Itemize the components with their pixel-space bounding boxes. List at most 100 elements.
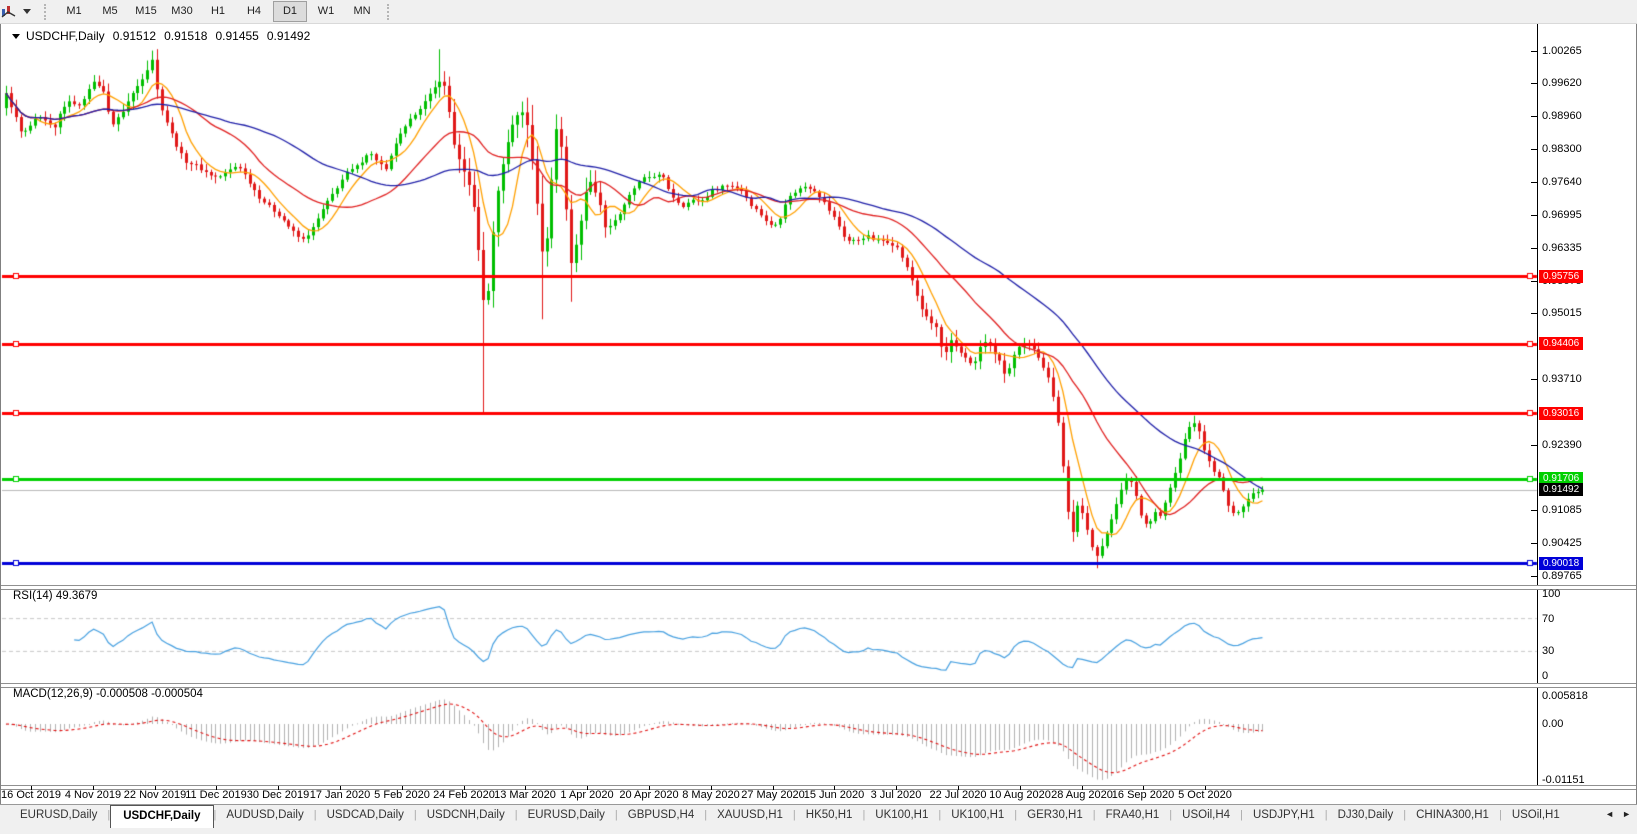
open-value: 0.91512 bbox=[112, 29, 157, 43]
macd-panel-label: MACD(12,26,9) -0.000508 -0.000504 bbox=[13, 688, 203, 700]
high-value: 0.91518 bbox=[164, 29, 208, 43]
date-axis-tick bbox=[155, 786, 156, 790]
macd-signal-value: -0.000504 bbox=[151, 688, 203, 700]
date-axis-label: 17 Jan 2020 bbox=[309, 789, 371, 801]
date-axis-tick bbox=[1082, 786, 1083, 790]
date-axis-tick bbox=[402, 786, 403, 790]
date-axis-label: 1 Apr 2020 bbox=[560, 789, 614, 801]
date-axis-tick bbox=[216, 786, 217, 790]
chart-tool-icon[interactable] bbox=[1, 4, 17, 20]
date-axis-tick bbox=[711, 786, 712, 790]
hline-price-tag[interactable]: 0.94406 bbox=[1539, 337, 1584, 350]
rsi-axis-label: 100 bbox=[1542, 588, 1561, 600]
price-axis-label: 0.90425 bbox=[1542, 537, 1582, 549]
price-axis-tick bbox=[1531, 313, 1537, 314]
date-axis-label: 16 Sep 2020 bbox=[1111, 789, 1175, 801]
macd-label: MACD(12,26,9) bbox=[13, 688, 93, 700]
date-axis-label: 5 Oct 2020 bbox=[1178, 789, 1232, 801]
price-axis-tick bbox=[1531, 510, 1537, 511]
price-axis-line bbox=[1537, 24, 1538, 786]
chart-tab-uk100-h1[interactable]: UK100,H1 bbox=[875, 809, 929, 821]
date-axis-tick bbox=[834, 786, 835, 790]
timeframe-button-m1[interactable]: M1 bbox=[66, 5, 82, 17]
chart-tab-usoil-h1[interactable]: USOil,H1 bbox=[1511, 809, 1560, 821]
chart-tab-audusd-daily[interactable]: AUDUSD,Daily bbox=[226, 809, 304, 821]
date-axis-tick bbox=[1143, 786, 1144, 790]
price-axis-label: 0.99620 bbox=[1542, 77, 1582, 89]
price-axis-label: 0.98300 bbox=[1542, 143, 1582, 155]
tabs-holder: EURUSD,Daily | USDCHF,Daily | AUDUSD,Daily | U… bbox=[10, 805, 1570, 828]
date-axis-label: 22 Jul 2020 bbox=[929, 789, 987, 801]
date-axis-tick bbox=[464, 786, 465, 790]
chart-tab-uk100-h1[interactable]: UK100,H1 bbox=[951, 809, 1005, 821]
tab-scroll-left-icon[interactable]: ◄ bbox=[1605, 809, 1615, 819]
chart-tab-usdcad-daily[interactable]: USDCAD,Daily bbox=[326, 809, 404, 821]
hline-price-tag[interactable]: 0.90018 bbox=[1539, 557, 1584, 570]
chart-tab-usdchf-daily[interactable]: USDCHF,Daily bbox=[110, 805, 214, 828]
timeframe-button-d1[interactable]: D1 bbox=[273, 1, 307, 22]
timeframe-button-h4[interactable]: H4 bbox=[246, 5, 262, 17]
hline-price-tag[interactable]: 0.93016 bbox=[1539, 407, 1584, 420]
date-axis-tick bbox=[93, 786, 94, 790]
date-axis-tick bbox=[649, 786, 650, 790]
timeframe-toolbar: M1 M5 M15 M30 H1 H4 D1 W1 MN bbox=[0, 0, 1637, 24]
rsi-axis-label: 30 bbox=[1542, 645, 1555, 657]
panel-separator[interactable] bbox=[1, 683, 1636, 688]
price-axis-label: 0.93710 bbox=[1542, 373, 1582, 385]
date-axis-label: 13 Mar 2020 bbox=[494, 789, 556, 801]
chart-tab-usdjpy-h1[interactable]: USDJPY,H1 bbox=[1252, 809, 1315, 821]
chart-tab-xauusd-h1[interactable]: XAUUSD,H1 bbox=[717, 809, 783, 821]
price-axis-label: 0.97640 bbox=[1542, 176, 1582, 188]
tab-scroll-right-icon[interactable]: ► bbox=[1622, 809, 1631, 819]
chart-tab-china300-h1[interactable]: CHINA300,H1 bbox=[1416, 809, 1489, 821]
price-axis-label: 0.98960 bbox=[1542, 110, 1582, 122]
collapse-icon[interactable] bbox=[12, 33, 20, 39]
rsi-axis-label: 0 bbox=[1542, 670, 1549, 682]
chart-tab-eurusd-daily[interactable]: EURUSD,Daily bbox=[20, 809, 98, 821]
timeframe-button-m5[interactable]: M5 bbox=[102, 5, 118, 17]
date-axis-tick bbox=[896, 786, 897, 790]
chart-tab-dj30-daily[interactable]: DJ30,Daily bbox=[1337, 809, 1394, 821]
date-axis-label: 16 Oct 2019 bbox=[1, 789, 61, 801]
date-axis-tick bbox=[525, 786, 526, 790]
date-axis-tick bbox=[1020, 786, 1021, 790]
current-price-tag: 0.91492 bbox=[1539, 483, 1584, 496]
date-axis-label: 22 Nov 2019 bbox=[123, 789, 187, 801]
price-axis-tick bbox=[1531, 215, 1537, 216]
date-axis-label: 24 Feb 2020 bbox=[433, 789, 495, 801]
date-axis-tick bbox=[1205, 786, 1206, 790]
timeframe-button-mn[interactable]: MN bbox=[353, 5, 371, 17]
timeframe-button-m30[interactable]: M30 bbox=[171, 5, 193, 17]
price-axis-label: 0.91085 bbox=[1542, 504, 1582, 516]
rsi-panel-label: RSI(14) 49.3679 bbox=[13, 590, 97, 602]
date-axis-label: 28 Aug 2020 bbox=[1051, 789, 1113, 801]
timeframe-button-h1[interactable]: H1 bbox=[210, 5, 226, 17]
chart-tab-hk50-h1[interactable]: HK50,H1 bbox=[805, 809, 853, 821]
panel-separator[interactable] bbox=[1, 585, 1636, 590]
timeframe-button-w1[interactable]: W1 bbox=[317, 5, 335, 17]
date-axis-tick bbox=[958, 786, 959, 790]
macd-main-value: -0.000508 bbox=[96, 688, 148, 700]
date-axis-tick bbox=[587, 786, 588, 790]
chart-tab-fra40-h1[interactable]: FRA40,H1 bbox=[1105, 809, 1160, 821]
date-axis-label: 8 May 2020 bbox=[682, 789, 740, 801]
macd-axis-label: 0.005818 bbox=[1542, 690, 1588, 702]
timeframe-button-m15[interactable]: M15 bbox=[135, 5, 157, 17]
chart-tab-eurusd-daily[interactable]: EURUSD,Daily bbox=[527, 809, 605, 821]
date-axis-label: 10 Aug 2020 bbox=[989, 789, 1051, 801]
price-axis-label: 0.89765 bbox=[1542, 570, 1582, 582]
chart-tab-ger30-h1[interactable]: GER30,H1 bbox=[1027, 809, 1083, 821]
toolbar-separator bbox=[44, 3, 49, 20]
toolbar-dropdown-caret-icon[interactable] bbox=[23, 9, 31, 14]
chart-tab-gbpusd-h4[interactable]: GBPUSD,H4 bbox=[627, 809, 695, 821]
chart-tab-usdcnh-daily[interactable]: USDCNH,Daily bbox=[426, 809, 505, 821]
price-axis-tick bbox=[1531, 248, 1537, 249]
date-axis-label: 30 Dec 2019 bbox=[246, 789, 310, 801]
date-axis-label: 15 Jun 2020 bbox=[803, 789, 865, 801]
price-axis-tick bbox=[1531, 281, 1537, 282]
hline-price-tag[interactable]: 0.95756 bbox=[1539, 270, 1584, 283]
chart-title: USDCHF,Daily 0.91512 0.91518 0.91455 0.9… bbox=[12, 29, 310, 43]
price-axis-tick bbox=[1531, 51, 1537, 52]
chart-tab-usoil-h4[interactable]: USOil,H4 bbox=[1182, 809, 1231, 821]
